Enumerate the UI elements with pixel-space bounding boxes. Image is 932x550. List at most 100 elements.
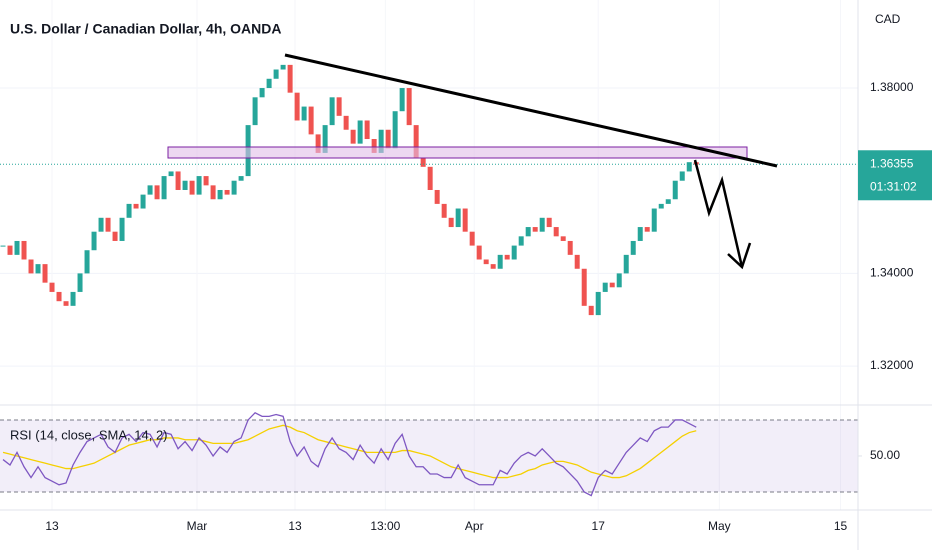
candle: [455, 208, 461, 228]
candle: [539, 217, 545, 232]
resistance-zone: [167, 146, 748, 159]
candle: [133, 203, 139, 209]
candle: [665, 199, 671, 204]
candle: [147, 185, 153, 195]
candle: [651, 208, 657, 232]
candle: [336, 97, 342, 116]
candle: [126, 203, 132, 218]
candle: [406, 88, 412, 126]
candle: [623, 254, 629, 274]
candle: [28, 259, 34, 274]
x-tick-label: Mar: [187, 519, 208, 533]
candle: [658, 203, 664, 209]
candle: [154, 185, 160, 200]
candle: [56, 291, 62, 302]
arrow-head: [727, 242, 752, 270]
candle: [112, 231, 118, 241]
y-tick-label: 1.32000: [870, 358, 914, 372]
price-label-box: [858, 150, 932, 201]
candle: [602, 282, 608, 292]
candle: [308, 106, 314, 135]
candle: [427, 166, 433, 190]
candle: [378, 129, 384, 153]
candle: [413, 125, 419, 158]
candle: [504, 254, 510, 260]
candle: [203, 176, 209, 186]
candle: [525, 227, 531, 237]
countdown: 01:31:02: [870, 179, 917, 193]
candle: [511, 245, 517, 260]
rsi-line: [2, 424, 697, 479]
candle: [357, 120, 363, 144]
candle: [420, 157, 426, 167]
last-price-label: 1.36355: [870, 156, 914, 170]
candle: [609, 282, 615, 288]
x-tick-label: Apr: [465, 519, 484, 533]
candle: [553, 227, 559, 237]
rsi-title: RSI (14, close, SMA, 14, 2): [10, 427, 168, 442]
candle: [63, 301, 69, 306]
candle: [105, 217, 111, 232]
x-tick-label: 13: [288, 519, 302, 533]
marks: [0, 64, 858, 497]
candle: [224, 189, 230, 195]
candle: [483, 259, 489, 265]
candle: [595, 291, 601, 316]
candle: [672, 180, 678, 200]
candle: [581, 268, 587, 306]
y-tick-label: 1.34000: [870, 266, 914, 280]
candle: [301, 106, 307, 121]
chart-title: U.S. Dollar / Canadian Dollar, 4h, OANDA: [10, 21, 282, 37]
x-tick-label: 15: [834, 519, 848, 533]
candle: [588, 305, 594, 316]
candle: [630, 240, 636, 255]
candle: [546, 217, 552, 228]
candle: [532, 227, 538, 232]
candle: [259, 88, 265, 98]
candle: [364, 120, 370, 140]
trend-line: [284, 53, 778, 168]
candle: [322, 125, 328, 153]
y-tick-label: 1.38000: [870, 80, 914, 94]
candle: [385, 129, 391, 149]
candle: [70, 291, 76, 306]
candle: [140, 194, 146, 209]
candle: [392, 111, 398, 149]
currency: CAD: [875, 12, 901, 26]
candle: [119, 217, 125, 241]
candle: [448, 217, 454, 228]
candle: [469, 231, 475, 246]
candle: [14, 240, 20, 255]
rsi-line: [2, 411, 697, 497]
x-tick-label: 13:00: [370, 519, 400, 533]
candle: [266, 78, 272, 89]
candle: [399, 88, 405, 112]
candle: [49, 282, 55, 292]
candle: [287, 64, 293, 93]
candle: [168, 171, 174, 177]
candle: [329, 97, 335, 126]
candle: [238, 176, 244, 181]
candle: [616, 273, 622, 288]
x-tick-label: 13: [45, 519, 59, 533]
candle: [182, 180, 188, 190]
candle: [84, 250, 90, 274]
candle: [0, 245, 6, 247]
candle: [196, 176, 202, 195]
labels: 1.32000 1.34000 1.38000 1.36355 01:31:02 50.0…: [45, 80, 932, 533]
candle: [490, 264, 496, 269]
candle: [637, 227, 643, 241]
candle: [231, 180, 237, 195]
candle: [350, 129, 356, 144]
y-tick-label: 50.00: [870, 448, 900, 462]
candle: [497, 254, 503, 269]
candle: [7, 245, 13, 255]
x-tick-label: May: [708, 519, 731, 533]
candle: [343, 115, 349, 130]
candle: [280, 64, 286, 70]
candle: [91, 231, 97, 251]
x-tick-label: 17: [592, 519, 606, 533]
